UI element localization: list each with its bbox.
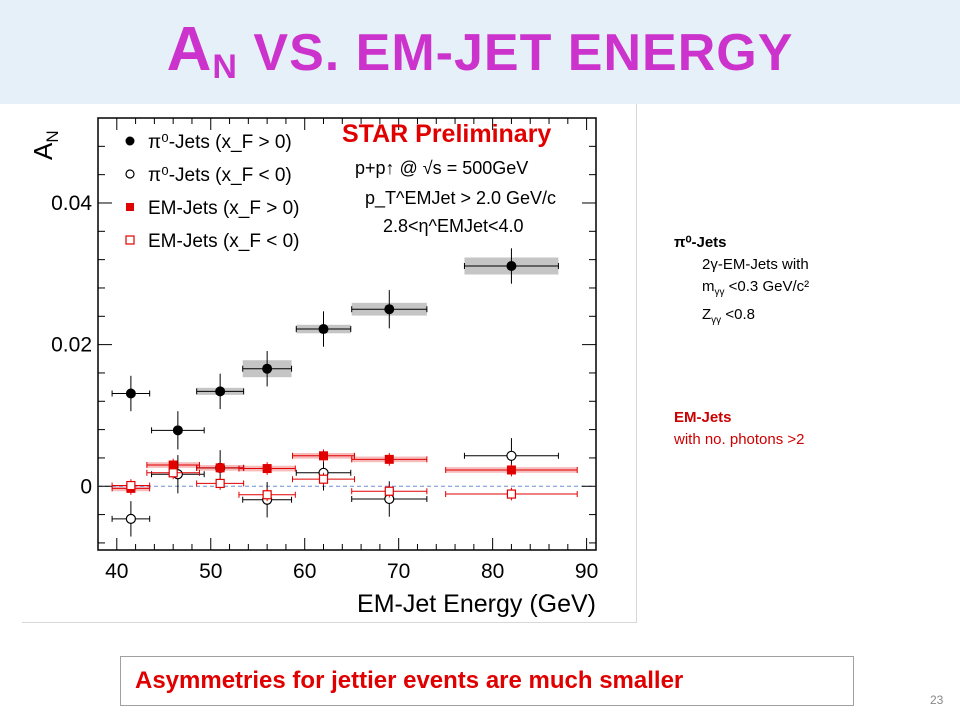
data-point: [196, 373, 245, 410]
title-rest: VS. EM-JET ENERGY: [237, 24, 794, 82]
data-point: [196, 461, 245, 475]
data-points: [111, 248, 578, 537]
kinematic-annotation: p_T^EMJet > 2.0 GeV/c: [365, 188, 556, 209]
marker-open-square: [168, 468, 178, 478]
chart-panel: 40 50 60 70 80 90 0 0.02 0.04 EM-Jet Energy (GeV)…: [22, 104, 637, 623]
pi0-jets-note: π⁰-Jets 2γ-EM-Jets with mγγ <0.3 GeV/c² …: [674, 232, 809, 332]
x-tick-label: 40: [105, 560, 128, 583]
pi0-note-line-1: 2γ-EM-Jets with: [702, 256, 809, 273]
title-a: A: [166, 15, 213, 84]
marker-open-square: [318, 474, 329, 484]
marker-filled-circle: [318, 324, 329, 335]
legend-label: π⁰-Jets (x_F > 0): [148, 132, 292, 153]
marker-open-square: [506, 489, 517, 499]
em-jets-heading: EM-Jets: [674, 409, 732, 426]
em-note-line-1: with no. photons >2: [674, 431, 805, 448]
marker-filled-circle: [125, 388, 136, 399]
x-tick-label: 90: [575, 560, 598, 583]
marker-filled-circle: [215, 386, 226, 397]
marker-open-circle: [506, 450, 517, 461]
data-point: [295, 311, 352, 347]
data-point: [238, 462, 296, 475]
kinematic-annotation: 2.8<η^EMJet<4.0: [383, 216, 524, 236]
data-point: [351, 452, 428, 466]
legend-label: EM-Jets (x_F < 0): [148, 231, 300, 252]
data-point: [196, 477, 245, 490]
marker-open-square: [262, 490, 272, 500]
data-point: [463, 248, 559, 284]
marker-filled-square: [319, 451, 329, 461]
title-n: N: [212, 48, 238, 86]
x-tick-label: 60: [293, 560, 316, 583]
marker-open-square: [126, 480, 136, 491]
data-point: [111, 375, 151, 412]
legend-marker: [125, 235, 135, 245]
data-point: [242, 350, 293, 387]
marker-filled-circle: [506, 261, 517, 272]
legend-label: π⁰-Jets (x_F < 0): [148, 165, 292, 186]
x-tick-label: 80: [481, 560, 504, 583]
x-tick-label: 50: [199, 560, 222, 583]
legend-entry: π⁰-Jets (x_F < 0): [125, 165, 292, 186]
marker-open-square: [384, 486, 394, 496]
slide-title: AN VS. EM-JET ENERGY: [0, 14, 960, 87]
data-point: [111, 501, 151, 537]
x-tick-label: 70: [387, 560, 410, 583]
data-point: [351, 484, 428, 498]
marker-filled-square: [384, 454, 394, 464]
chart-frame: [97, 117, 597, 551]
marker-filled-square: [215, 463, 225, 473]
data-point: [151, 455, 205, 494]
conclusion-box: Asymmetries for jettier events are much …: [120, 656, 854, 706]
data-point: [445, 487, 578, 501]
pi0-note-line-2: mγγ <0.3 GeV/c²: [702, 278, 810, 298]
marker-filled-circle: [384, 304, 395, 315]
legend-marker: [125, 136, 135, 146]
legend-marker: [126, 203, 134, 211]
data-point: [151, 411, 205, 450]
data-point: [111, 479, 151, 492]
y-tick-label: 0: [80, 475, 92, 498]
legend-label: EM-Jets (x_F > 0): [148, 198, 300, 219]
data-point: [292, 449, 356, 463]
marker-filled-square: [262, 464, 272, 474]
conclusion-text: Asymmetries for jettier events are much …: [135, 667, 684, 694]
marker-filled-square: [506, 465, 516, 475]
legend-entry: π⁰-Jets (x_F > 0): [125, 132, 292, 153]
y-tick-label: 0.02: [51, 334, 92, 357]
marker-open-circle: [125, 513, 136, 524]
legend-entry: EM-Jets (x_F < 0): [125, 231, 300, 252]
legend-entry: EM-Jets (x_F > 0): [126, 198, 300, 219]
x-axis-label: EM-Jet Energy (GeV): [357, 590, 596, 618]
marker-filled-circle: [172, 425, 183, 436]
data-point: [351, 290, 428, 329]
em-jets-note: EM-Jets with no. photons >2: [674, 407, 805, 451]
marker-open-square: [215, 478, 225, 489]
pi0-jets-heading: π⁰-Jets: [674, 234, 727, 251]
plot-frame: [97, 117, 597, 551]
chart-text: 40 50 60 70 80 90 0 0.02 0.04 EM-Jet Energy (GeV)…: [28, 120, 598, 618]
data-point: [146, 466, 200, 480]
title-band: [0, 0, 960, 104]
pi0-note-line-3: Zγγ <0.8: [702, 306, 755, 326]
an-vs-energy-chart: 40 50 60 70 80 90 0 0.02 0.04 EM-Jet Energy (GeV)…: [28, 117, 598, 618]
marker-filled-circle: [262, 363, 273, 374]
data-point: [292, 472, 356, 486]
y-tick-label: 0.04: [51, 192, 92, 215]
data-point: [445, 463, 578, 477]
marker-filled-square: [168, 460, 178, 470]
data-point: [238, 488, 296, 502]
kinematic-annotation: p+p↑ @ √s = 500GeV: [355, 158, 528, 178]
legend-marker: [125, 169, 135, 179]
page-number: 23: [930, 693, 944, 707]
y-axis-label: AN: [28, 130, 62, 160]
star-preliminary-label: STAR Preliminary: [342, 120, 551, 148]
